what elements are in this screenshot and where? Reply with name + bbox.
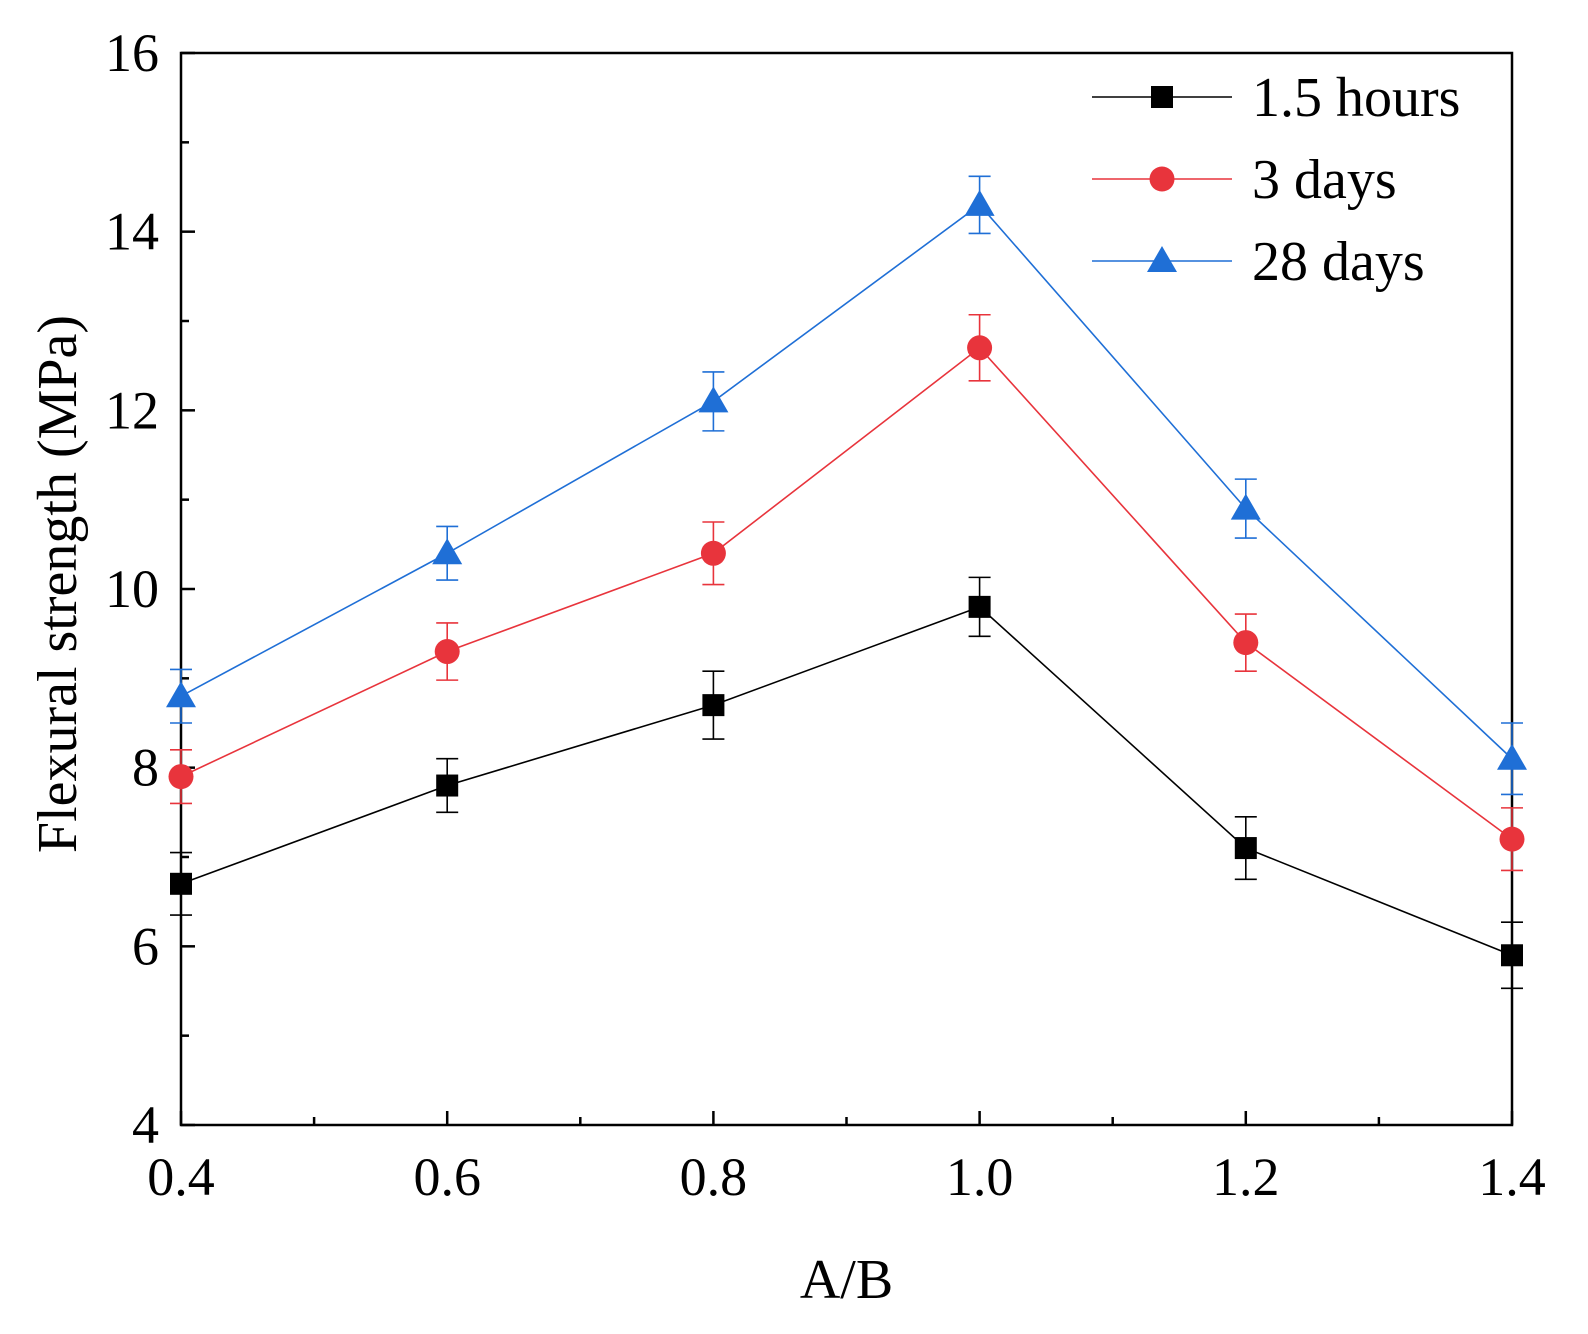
legend-label: 28 days xyxy=(1252,231,1425,293)
legend-marker xyxy=(1151,86,1173,108)
data-point xyxy=(698,386,729,413)
data-point xyxy=(1497,743,1527,770)
legend-item: 3 days xyxy=(1092,149,1397,211)
y-axis-ticks: 4 6 8 10 12 14 16 xyxy=(105,23,195,1155)
legend-marker xyxy=(1149,166,1175,192)
x-axis-ticks: 0.4 0.6 0.8 1.0 1.2 1.4 xyxy=(147,1111,1546,1207)
data-point xyxy=(967,335,993,361)
series-1 xyxy=(168,313,1525,872)
x-tick-label: 1.2 xyxy=(1212,1147,1280,1207)
y-tick-label: 6 xyxy=(132,916,159,976)
y-tick-label: 10 xyxy=(105,559,159,619)
y-axis-title: Flexural strength (MPa) xyxy=(27,315,89,853)
data-point xyxy=(170,872,192,895)
series-line xyxy=(180,203,1513,760)
y-tick-label: 4 xyxy=(132,1095,159,1155)
data-point xyxy=(1499,826,1525,852)
series-line xyxy=(180,605,1513,957)
series-2 xyxy=(166,175,1527,796)
data-point xyxy=(436,774,459,797)
legend: 1.5 hours 3 days 28 days xyxy=(1092,67,1460,293)
plot-area: 0.4 0.6 0.8 1.0 1.2 1.4 4 6 8 10 12 14 16 xyxy=(105,23,1546,1207)
legend-label: 3 days xyxy=(1252,149,1397,211)
series-0 xyxy=(170,576,1523,990)
data-point xyxy=(968,595,991,618)
data-point xyxy=(166,681,196,708)
data-point xyxy=(700,540,726,566)
y-tick-label: 12 xyxy=(105,380,159,440)
x-tick-label: 1.0 xyxy=(946,1147,1014,1207)
x-tick-label: 1.4 xyxy=(1478,1147,1546,1207)
y-tick-label: 8 xyxy=(132,738,159,798)
legend-label: 1.5 hours xyxy=(1252,67,1460,129)
legend-item: 28 days xyxy=(1092,231,1425,293)
y-tick-label: 14 xyxy=(105,202,159,262)
x-tick-label: 0.8 xyxy=(680,1147,748,1207)
data-point xyxy=(168,764,194,790)
data-point xyxy=(1233,630,1259,656)
data-point xyxy=(964,189,995,216)
legend-marker xyxy=(1147,246,1177,272)
data-point xyxy=(434,639,460,665)
data-point xyxy=(702,694,725,717)
series-line xyxy=(180,346,1513,840)
legend-item: 1.5 hours xyxy=(1092,67,1460,129)
data-point xyxy=(1234,837,1257,860)
x-tick-label: 0.4 xyxy=(147,1147,215,1207)
y-tick-label: 16 xyxy=(105,23,159,83)
data-point xyxy=(1230,493,1261,520)
x-axis-title: A/B xyxy=(800,1249,893,1311)
data-point xyxy=(432,538,463,565)
series-layer xyxy=(166,175,1527,990)
data-point xyxy=(1501,944,1523,967)
x-tick-label: 0.6 xyxy=(413,1147,481,1207)
